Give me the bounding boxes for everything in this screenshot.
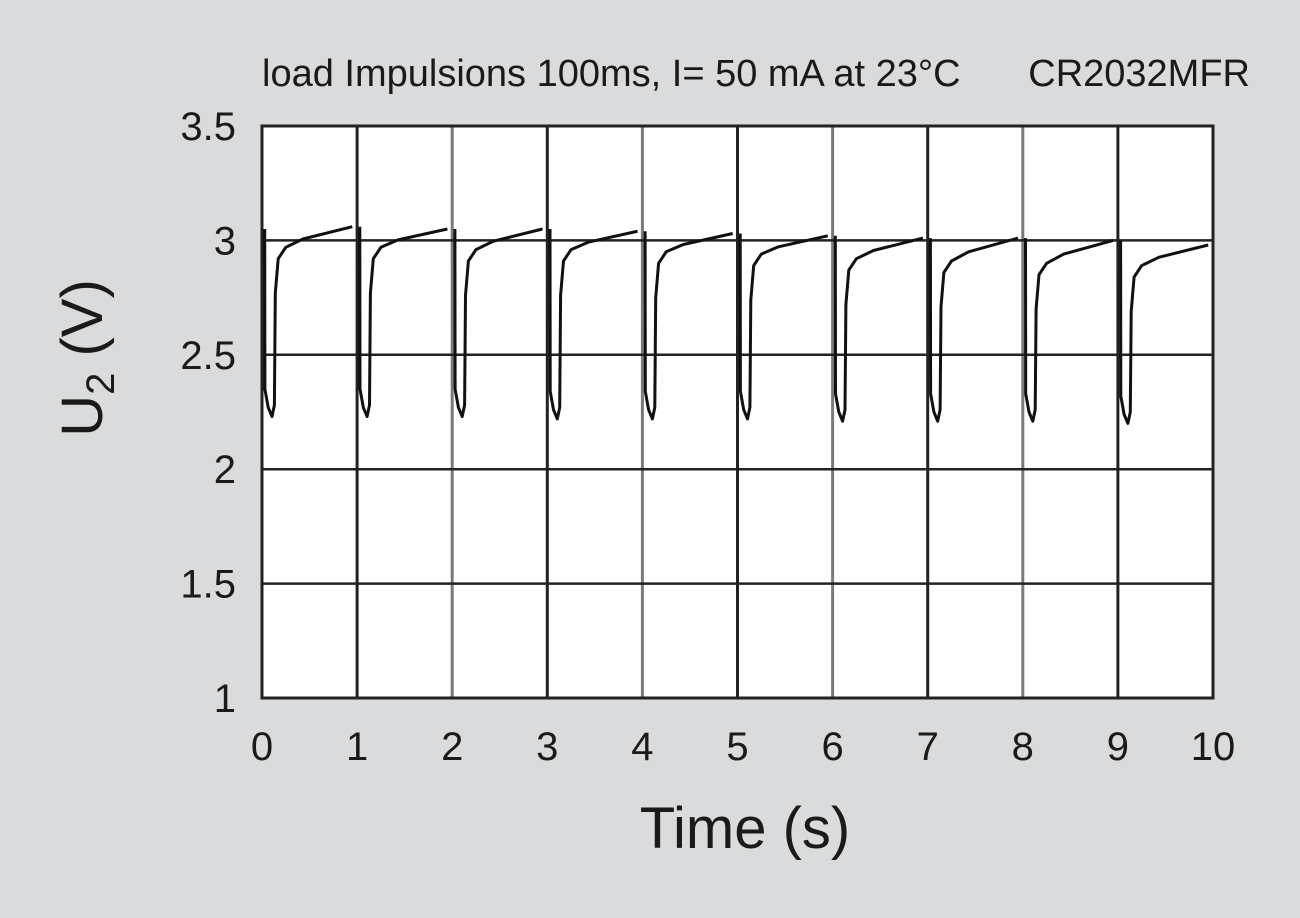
x-tick-label: 9 — [1107, 725, 1129, 769]
voltage-pulse-trace — [358, 226, 448, 419]
x-tick-label: 3 — [536, 725, 558, 769]
y-axis-label-subscript: 2 — [79, 373, 123, 395]
voltage-pulse-trace — [738, 233, 829, 421]
y-tick-label: 2 — [214, 448, 236, 492]
voltage-pulse-trace — [1119, 240, 1209, 425]
voltage-pulse-trace — [833, 235, 924, 423]
x-tick-label: 2 — [441, 725, 463, 769]
y-tick-label: 1.5 — [180, 563, 236, 607]
voltage-pulse-trace — [453, 227, 543, 419]
x-tick-label: 4 — [631, 725, 653, 769]
y-axis-label-main: U — [50, 395, 115, 437]
voltage-pulse-trace — [548, 228, 638, 421]
y-tick-label: 3.5 — [180, 105, 236, 149]
voltage-pulse-trace — [1024, 238, 1114, 423]
series-group — [263, 225, 1209, 425]
y-tick-label: 3 — [214, 219, 236, 263]
chart-subtitle: CR2032MFR — [1028, 53, 1250, 95]
grid-lines — [260, 124, 1215, 700]
y-tick-label: 1 — [214, 677, 236, 721]
x-tick-label: 1 — [346, 725, 368, 769]
x-tick-label: 10 — [1191, 725, 1236, 769]
x-tick-label: 8 — [1012, 725, 1034, 769]
voltage-pulse-trace — [928, 236, 1019, 423]
y-tick-label: 2.5 — [180, 334, 236, 378]
x-tick-label: 6 — [821, 725, 843, 769]
plot-frame — [260, 124, 1215, 700]
y-axis-label: U2 (V) — [50, 279, 123, 437]
x-tick-label: 7 — [917, 725, 939, 769]
voltage-pulse-trace — [263, 225, 353, 419]
y-axis-label-unit: (V) — [50, 279, 115, 372]
x-axis-label: Time (s) — [640, 796, 850, 861]
voltage-pulse-trace — [643, 231, 734, 421]
x-tick-label: 5 — [726, 725, 748, 769]
chart-title: load Impulsions 100ms, I= 50 mA at 23°C — [262, 53, 961, 95]
x-tick-label: 0 — [251, 725, 273, 769]
